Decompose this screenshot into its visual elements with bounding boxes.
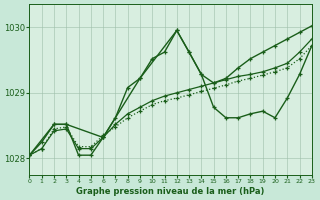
X-axis label: Graphe pression niveau de la mer (hPa): Graphe pression niveau de la mer (hPa) — [76, 187, 265, 196]
